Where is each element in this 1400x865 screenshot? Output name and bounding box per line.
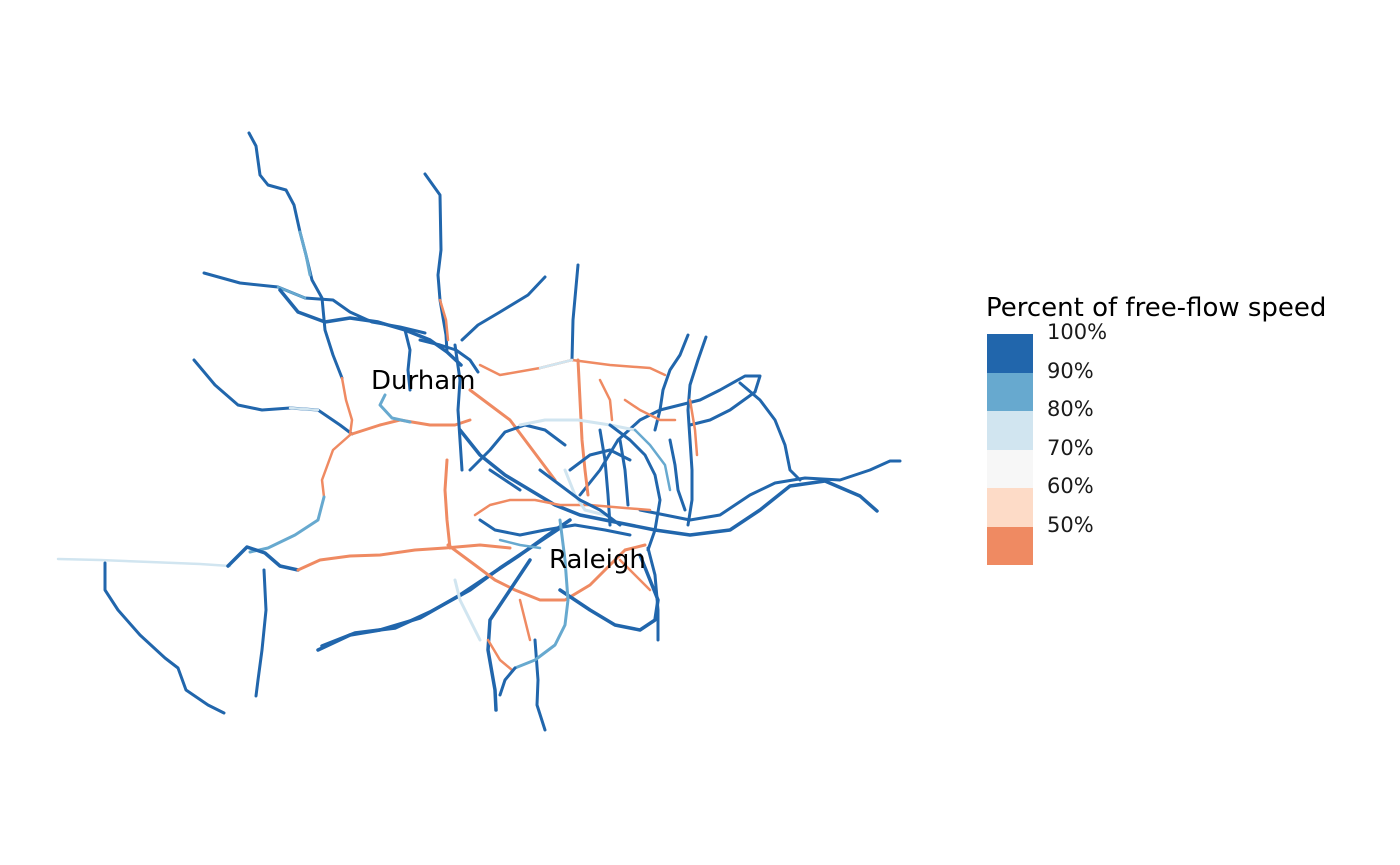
road-segment-light-slow — [518, 418, 637, 432]
road-segment-free-flow — [668, 438, 687, 512]
road-segment-light-slow — [56, 557, 232, 568]
road-segment-congested — [446, 543, 647, 602]
road-segment-free-flow — [320, 526, 562, 648]
road-segment-free-flow — [458, 428, 879, 537]
city-label-durham: Durham — [371, 366, 475, 396]
road-segment-congested — [438, 298, 450, 342]
road-segment-free-flow — [570, 263, 580, 362]
road-segment-free-flow — [568, 448, 632, 472]
road-segment-moderate — [298, 230, 312, 277]
legend-swatch-50 — [987, 526, 1033, 565]
road-segment-congested — [518, 598, 532, 642]
road-segment-congested — [296, 543, 512, 572]
road-segment-congested — [443, 458, 452, 550]
legend-swatch-90 — [987, 372, 1033, 411]
road-segment-free-flow — [638, 459, 902, 522]
road-segment-free-flow — [103, 561, 226, 715]
legend-swatch-60 — [987, 488, 1033, 527]
road-segment-congested — [468, 388, 557, 482]
road-segment-moderate — [633, 428, 672, 492]
road-segment-free-flow — [403, 328, 412, 392]
road-segment-free-flow — [538, 468, 622, 527]
road-segment-free-flow — [738, 381, 802, 482]
road-segment-light-slow — [288, 406, 320, 412]
road-segment-moderate — [498, 538, 542, 550]
legend-item-80: 80% — [986, 397, 1326, 450]
road-segment-congested — [623, 398, 677, 422]
road-segment-free-flow — [578, 374, 762, 497]
legend-title: Percent of free-flow speed — [986, 293, 1327, 323]
road-segment-light-slow — [453, 578, 482, 642]
road-segment-congested — [473, 498, 652, 517]
road-segment-free-flow — [498, 666, 517, 697]
road-segment-free-flow — [488, 468, 522, 492]
road-segment-free-flow — [316, 518, 572, 652]
legend-label-50: 50% — [1047, 512, 1094, 537]
legend-label-100: 100% — [1047, 320, 1108, 344]
road-segment-free-flow — [646, 546, 660, 642]
road-segment-moderate — [513, 518, 570, 670]
legend-swatch-70 — [987, 449, 1033, 488]
legend: Percent of free-flow speed 100% 90% 80% … — [986, 293, 1326, 565]
legend-item-90: 90% — [986, 359, 1326, 411]
road-segment-free-flow — [608, 423, 662, 552]
road-segment-free-flow — [453, 343, 464, 472]
road-segment-congested — [598, 378, 614, 422]
legend-label-90: 90% — [1047, 358, 1094, 383]
road-segment-free-flow — [278, 288, 463, 367]
legend-label-80: 80% — [1047, 397, 1094, 421]
legend-item-60: 60% — [986, 474, 1326, 527]
road-segment-free-flow — [686, 335, 708, 527]
road-segment-free-flow — [478, 518, 632, 537]
road-segment-moderate — [276, 285, 307, 300]
road-segment-congested — [486, 638, 514, 672]
legend-item-70: 70% — [986, 436, 1326, 488]
road-segment-congested — [618, 558, 652, 592]
city-label-raleigh: Raleigh — [549, 545, 646, 575]
traffic-speed-map: Durham Raleigh — [56, 131, 902, 732]
road-segment-free-flow — [653, 333, 690, 432]
road-segment-congested — [576, 358, 590, 497]
road-segment-free-flow — [618, 438, 630, 507]
road-segment-free-flow — [486, 558, 532, 712]
road-segment-free-flow — [423, 172, 449, 354]
road-segment-free-flow — [254, 568, 268, 698]
road-segment-congested — [320, 376, 354, 499]
road-segment-free-flow — [247, 131, 344, 380]
legend-label-60: 60% — [1047, 474, 1094, 498]
road-segment-moderate — [378, 393, 412, 424]
road-segment-congested — [478, 358, 667, 377]
road-segment-free-flow — [468, 423, 567, 472]
legend-item-100: 100% — [986, 320, 1326, 373]
legend-swatch-80 — [987, 411, 1033, 450]
road-segment-light-slow — [538, 358, 574, 370]
road-segment-free-flow — [598, 428, 612, 527]
road-segment-moderate — [248, 495, 326, 554]
road-segment-free-flow — [192, 358, 354, 436]
legend-item-50: 50% — [986, 513, 1326, 565]
road-segment-free-flow — [226, 545, 300, 572]
road-segment-free-flow — [418, 338, 480, 374]
road-segment-congested — [688, 398, 699, 457]
legend-swatch-100 — [987, 334, 1033, 373]
road-segment-light-slow — [563, 468, 607, 517]
road-segment-free-flow — [558, 553, 660, 632]
legend-label-70: 70% — [1047, 435, 1094, 460]
road-segment-free-flow — [460, 275, 547, 342]
